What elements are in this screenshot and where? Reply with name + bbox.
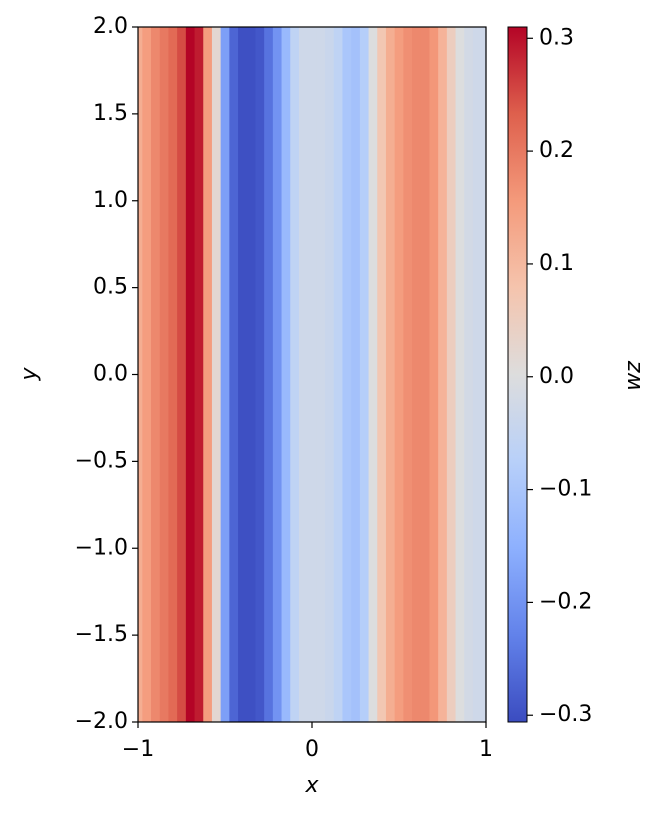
heat-cell bbox=[138, 27, 143, 722]
heat-cell bbox=[351, 27, 361, 722]
plot bbox=[138, 27, 487, 722]
y-tick-label: −0.5 bbox=[75, 448, 128, 473]
heat-cell bbox=[142, 27, 152, 722]
colorbar-tick-label: 0.2 bbox=[539, 138, 574, 163]
colorbar-tick-label: −0.2 bbox=[539, 589, 592, 614]
colorbar-tick-label: 0.1 bbox=[539, 251, 574, 276]
heat-cell bbox=[316, 27, 326, 722]
heat-cell bbox=[159, 27, 170, 722]
x-axis-label: x bbox=[304, 773, 319, 798]
heat-cell bbox=[211, 27, 222, 722]
heat-cell bbox=[385, 27, 396, 722]
heat-cell bbox=[272, 27, 283, 722]
heat-cell bbox=[472, 27, 483, 722]
heat-cell bbox=[377, 27, 387, 722]
heat-cell bbox=[481, 27, 487, 722]
y-tick-label: −2.0 bbox=[75, 709, 128, 734]
heat-cell bbox=[203, 27, 213, 722]
heat-cell bbox=[412, 27, 422, 722]
heat-cell bbox=[281, 27, 291, 722]
colorbar-tick-label: 0.3 bbox=[539, 25, 574, 50]
y-tick-label: 1.0 bbox=[93, 188, 128, 213]
heat-cell bbox=[194, 27, 204, 722]
y-tick-label: 1.5 bbox=[93, 101, 128, 126]
y-tick-label: 2.0 bbox=[93, 14, 128, 39]
heat-cell bbox=[264, 27, 274, 722]
heat-cell bbox=[342, 27, 352, 722]
heat-cell bbox=[151, 27, 161, 722]
heat-cell bbox=[246, 27, 257, 722]
heat-cell bbox=[464, 27, 474, 722]
x-tick-label: −1 bbox=[122, 737, 154, 762]
heat-cell bbox=[359, 27, 370, 722]
colorbar-tick-label: 0.0 bbox=[539, 364, 574, 389]
heat-cell bbox=[333, 27, 344, 722]
colorbar bbox=[507, 26, 528, 723]
heat-cell bbox=[446, 27, 457, 722]
heat-cell bbox=[177, 27, 187, 722]
heat-cell bbox=[438, 27, 448, 722]
heat-cell bbox=[290, 27, 300, 722]
heat-cell bbox=[298, 27, 309, 722]
y-tick-label: −1.5 bbox=[75, 622, 128, 647]
heat-cell bbox=[168, 27, 178, 722]
heat-cell bbox=[238, 27, 248, 722]
heat-cell bbox=[325, 27, 335, 722]
y-tick-label: 0.5 bbox=[93, 275, 128, 300]
heat-cell bbox=[368, 27, 378, 722]
heat-cell bbox=[403, 27, 413, 722]
colorbar-label: wz bbox=[621, 361, 646, 391]
heat-cell bbox=[255, 27, 265, 722]
y-axis-label: y bbox=[17, 367, 42, 382]
x-tick-label: 0 bbox=[305, 737, 319, 762]
heat-cell bbox=[429, 27, 439, 722]
heat-cell bbox=[229, 27, 239, 722]
colorbar-tick-label: −0.3 bbox=[539, 702, 592, 727]
heat-cell bbox=[420, 27, 431, 722]
y-tick-label: −1.0 bbox=[75, 535, 128, 560]
heat-cell bbox=[220, 27, 230, 722]
x-tick-label: 1 bbox=[479, 737, 493, 762]
heat-cell bbox=[394, 27, 404, 722]
colorbar-tick-label: −0.1 bbox=[539, 477, 592, 502]
heat-cell bbox=[307, 27, 317, 722]
heat-cell bbox=[185, 27, 196, 722]
y-tick-label: 0.0 bbox=[93, 362, 128, 387]
heat-cell bbox=[455, 27, 465, 722]
